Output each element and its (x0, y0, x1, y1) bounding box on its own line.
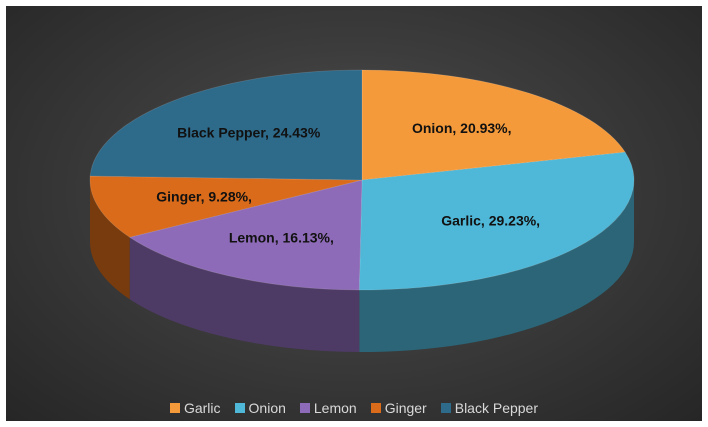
legend-swatch (370, 403, 381, 413)
legend-label: Ginger (384, 400, 427, 416)
legend-swatch (169, 403, 180, 413)
legend-label: Black Pepper (454, 400, 539, 416)
legend-swatch (440, 403, 451, 413)
legend-label: Onion (248, 400, 286, 416)
pie-side-walls (90, 180, 634, 352)
legend-item-onion: Onion (234, 400, 286, 416)
pie-top (89, 69, 635, 291)
pie-slice-garlic (358, 151, 635, 291)
data-label-onion: Onion, 20.93%, (412, 120, 512, 136)
legend-item-black-pepper: Black Pepper (440, 400, 539, 416)
legend-swatch (299, 403, 310, 413)
data-label-ginger: Ginger, 9.28%, (156, 189, 252, 205)
pie-slice-onion (361, 69, 626, 181)
data-label-lemon: Lemon, 16.13%, (229, 229, 334, 245)
legend-label: Lemon (313, 400, 357, 416)
data-label-black-pepper: Black Pepper, 24.43% (177, 125, 321, 141)
legend-item-ginger: Ginger (370, 400, 427, 416)
pie-side-lemon (129, 237, 360, 352)
data-label-garlic: Garlic, 29.23%, (441, 213, 540, 229)
pie-slice-lemon (128, 179, 363, 291)
data-labels: Onion, 20.93%, Garlic, 29.23%, Lemon, 16.1… (156, 120, 540, 246)
legend: Garlic Onion Lemon Ginger Black Pepper (0, 398, 708, 418)
legend-label: Garlic (183, 400, 221, 416)
legend-item-lemon: Lemon (299, 400, 357, 416)
pie-side-ginger (90, 180, 130, 300)
legend-swatch (234, 403, 245, 413)
legend-item-garlic: Garlic (169, 400, 221, 416)
pie-side-garlic (359, 180, 634, 352)
pie-slice-ginger (89, 175, 363, 238)
pie-slice-black-pepper (89, 69, 363, 181)
